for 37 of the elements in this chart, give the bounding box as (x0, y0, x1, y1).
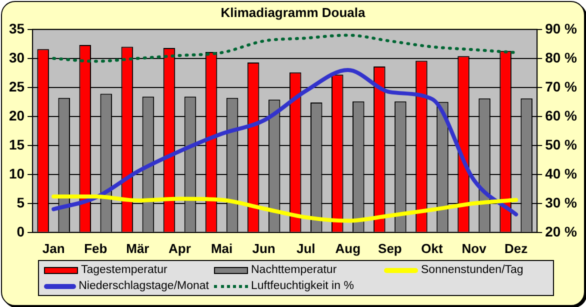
x-tick-label: Jan (42, 240, 65, 256)
legend-label: Nachttemperatur (251, 264, 337, 276)
x-tick-label: Mai (210, 240, 233, 256)
y2-tick-label: 50 % (545, 136, 578, 152)
y2-tick-label: 40 % (545, 165, 578, 182)
y-tick-label: 5 (16, 194, 25, 210)
legend-label: Tagestemperatur (81, 264, 168, 276)
x-tick-label: Mär (126, 240, 150, 256)
x-tick-label: Aug (335, 240, 361, 256)
y2-tick-label: 70 % (545, 78, 578, 94)
y2-tick-label: 90 % (545, 20, 578, 36)
y2-tick-label: 60 % (545, 107, 578, 124)
y2-tick-label: 20 % (545, 223, 578, 240)
line-series (52, 194, 518, 223)
x-tick-label: Feb (84, 240, 108, 256)
y-tick-label: 25 (8, 78, 25, 94)
y-tick-label: 10 (8, 165, 25, 182)
x-tick-label: Dez (504, 240, 528, 256)
x-tick-label: Jul (296, 240, 316, 256)
line-series (52, 68, 518, 216)
legend-label: Niederschlagstage/Monat (78, 280, 209, 292)
y-tick-label: 15 (8, 136, 25, 152)
x-tick-label: Nov (462, 240, 488, 256)
y-tick-label: 30 (8, 49, 25, 66)
x-tick-label: Okt (421, 240, 444, 256)
x-tick-label: Sep (378, 240, 402, 256)
x-tick-label: Apr (168, 240, 191, 256)
y2-tick-label: 80 % (545, 49, 578, 66)
y-tick-label: 35 (8, 20, 25, 36)
legend-label: Luftfeuchtigkeit in % (251, 280, 354, 292)
y-tick-label: 0 (16, 223, 25, 240)
line-series (52, 34, 518, 63)
legend-label: Sonnenstunden/Tag (421, 264, 524, 276)
chart-title: Klimadiagramm Douala (220, 5, 366, 20)
y2-tick-label: 30 % (545, 194, 578, 210)
y-tick-label: 20 (8, 107, 25, 124)
x-tick-label: Jun (252, 240, 276, 256)
